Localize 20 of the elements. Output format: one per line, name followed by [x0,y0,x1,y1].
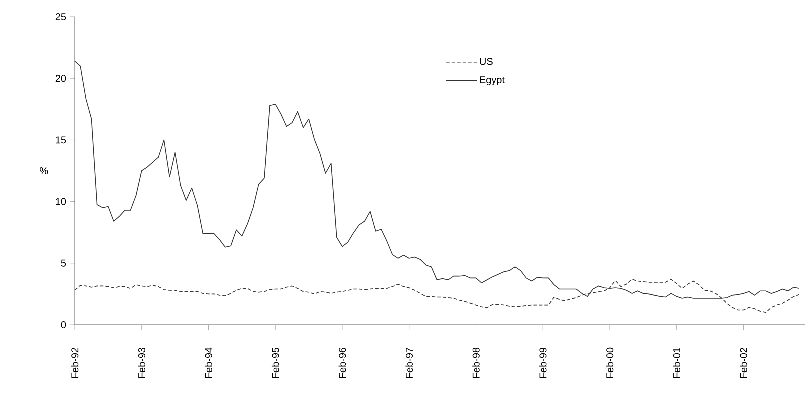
y-tick-label: 10 [56,198,66,206]
x-tick-label: Feb-92 [71,348,79,378]
x-tick-label: Feb-93 [138,348,146,378]
x-tick-label: Feb-95 [272,348,280,378]
x-tick-label: Feb-98 [472,348,480,378]
x-tick-label: Feb-01 [673,348,680,378]
y-tick-label: 20 [56,75,66,82]
x-tick-label: Feb-94 [205,348,212,378]
y-tick-label: 0 [61,321,66,329]
x-tick-label: Feb-96 [338,348,346,378]
y-tick-label: 15 [56,136,66,144]
x-tick-label: Feb-99 [539,348,547,378]
x-tick-label: Feb-00 [606,348,614,378]
y-tick-label: 25 [56,13,66,21]
x-tick-label: Feb-97 [406,348,414,378]
x-tick-label: Feb-02 [740,348,748,378]
y-axis-title: % [40,168,48,174]
legend-label: Egypt [480,76,505,86]
y-tick-label: 5 [61,260,66,267]
legend-label: US [480,58,493,66]
